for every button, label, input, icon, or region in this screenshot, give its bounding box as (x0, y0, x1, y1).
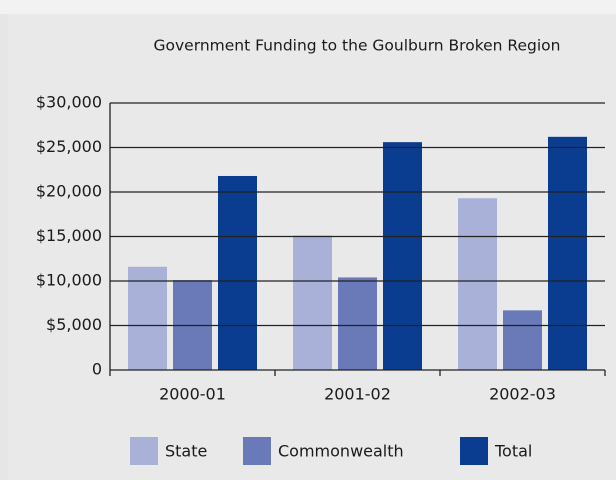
y-tick-label: 0 (92, 360, 102, 379)
y-tick-label: $15,000 (36, 226, 102, 245)
y-tick-label: $30,000 (36, 93, 102, 112)
bar (128, 267, 167, 370)
y-tick-label: $5,000 (46, 315, 102, 334)
top-strip (0, 0, 616, 14)
x-tick-label: 2002-03 (489, 385, 556, 404)
y-tick-label: $25,000 (36, 137, 102, 156)
bar (293, 236, 332, 370)
bar (383, 142, 422, 370)
y-tick-label: $20,000 (36, 182, 102, 201)
chart-title: Government Funding to the Goulburn Broke… (154, 37, 561, 55)
chart: Government Funding to the Goulburn Broke… (0, 0, 616, 480)
bar (218, 176, 257, 370)
bar (503, 310, 542, 370)
legend-label: Commonwealth (278, 442, 404, 461)
x-tick-label: 2000-01 (159, 385, 226, 404)
legend-label: State (165, 442, 207, 461)
bar (548, 137, 587, 370)
legend-swatch (243, 437, 271, 465)
bar (338, 277, 377, 370)
legend-swatch (130, 437, 158, 465)
y-tick-label: $10,000 (36, 271, 102, 290)
legend-label: Total (494, 442, 532, 461)
bar (458, 198, 497, 370)
x-tick-label: 2001-02 (324, 385, 391, 404)
legend-swatch (460, 437, 488, 465)
